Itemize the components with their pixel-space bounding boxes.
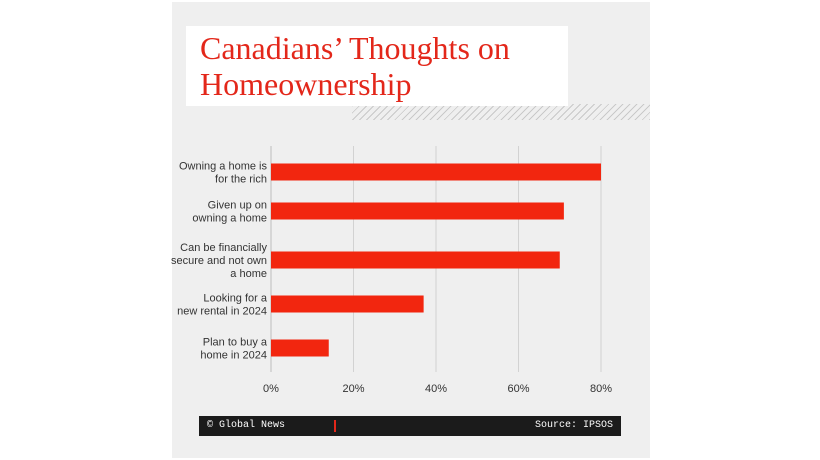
bar [271,163,601,181]
bar [271,295,424,313]
footer-accent [334,420,336,432]
footer-source: Source: IPSOS [534,420,613,431]
bar [271,251,560,269]
footer-credit: © Global News [207,420,286,431]
category-label: Owning a home is for the rich [179,161,268,186]
x-tick-label: 0% [263,383,279,395]
x-tick-label: 40% [425,383,447,395]
chart-title: Canadians’ Thoughts on Homeownership [200,30,510,102]
x-tick-label: 20% [342,383,364,395]
category-label: Can be financially secure and not own a ho… [171,242,268,280]
x-tick-label: 80% [590,383,612,395]
category-label: Looking for a new rental in 2024 [177,293,268,318]
category-label: Plan to buy a home in 2024 [200,337,268,362]
title-box [186,26,568,106]
decorative-hatch [352,104,650,120]
footer-bar: © Global News Source: IPSOS [199,416,621,436]
category-label: Given up on owning a home [192,200,267,225]
bar [271,202,564,220]
bar [271,339,329,357]
x-tick-label: 60% [507,383,529,395]
